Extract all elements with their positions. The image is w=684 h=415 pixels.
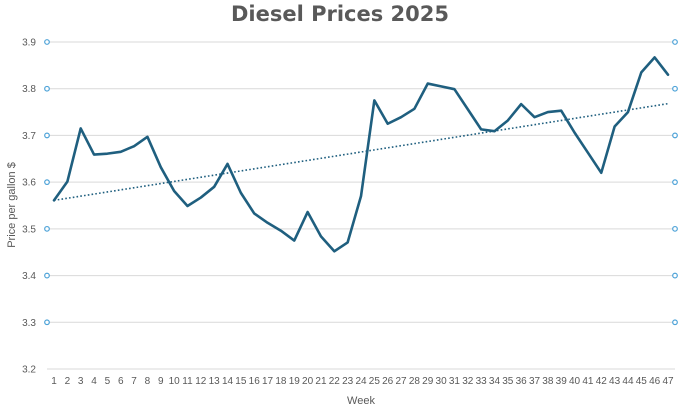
x-tick-label: 40	[569, 376, 581, 387]
x-tick-label: 19	[289, 376, 301, 387]
y-tick-label: 3.8	[22, 84, 36, 95]
x-tick-label: 3	[78, 376, 84, 387]
x-tick-label: 42	[596, 376, 608, 387]
y-tick-label: 3.9	[22, 38, 36, 49]
trendline	[53, 102, 669, 202]
x-axis-ticks: 1 2 3 4 5 6 7 8 9 10 11 12 13 14 15 16 17 18 19 20 21 22 23 24 2…	[51, 376, 674, 387]
y-tick-label: 3.3	[22, 318, 36, 329]
y-axis-marker-left	[44, 179, 50, 186]
trendline-layer	[53, 102, 669, 202]
series-line	[52, 56, 670, 253]
x-tick-label: 6	[118, 376, 124, 387]
y-axis-marker-left	[44, 319, 50, 326]
x-tick-label: 22	[329, 376, 341, 387]
y-axis-marker-right	[672, 319, 678, 326]
x-tick-label: 35	[502, 376, 514, 387]
x-tick-label: 39	[556, 376, 568, 387]
x-tick-label: 29	[422, 376, 434, 387]
x-tick-label: 41	[582, 376, 594, 387]
x-tick-label: 15	[235, 376, 247, 387]
x-tick-label: 13	[209, 376, 221, 387]
y-axis-marker-right	[672, 132, 678, 139]
x-tick-label: 37	[529, 376, 541, 387]
x-axis-label: Week	[347, 395, 375, 407]
x-tick-label: 46	[649, 376, 661, 387]
x-tick-label: 30	[436, 376, 448, 387]
x-tick-label: 45	[636, 376, 648, 387]
y-axis-marker-right	[672, 225, 678, 232]
x-tick-label: 23	[342, 376, 354, 387]
x-tick-label: 43	[609, 376, 621, 387]
chart-title: Diesel Prices 2025	[231, 2, 449, 26]
x-tick-label: 24	[355, 376, 367, 387]
x-tick-label: 18	[275, 376, 287, 387]
x-tick-label: 14	[222, 376, 234, 387]
y-axis-marker-left	[44, 85, 50, 92]
y-axis-marker-left	[44, 272, 50, 279]
x-tick-label: 27	[395, 376, 407, 387]
y-tick-label: 3.7	[22, 131, 36, 142]
x-tick-label: 25	[369, 376, 381, 387]
x-tick-label: 5	[105, 376, 111, 387]
axis-markers	[44, 39, 678, 326]
x-tick-label: 38	[542, 376, 554, 387]
x-tick-label: 4	[91, 376, 97, 387]
y-axis-marker-right	[672, 85, 678, 92]
grid-lines	[47, 41, 675, 370]
x-tick-label: 20	[302, 376, 314, 387]
x-tick-label: 32	[462, 376, 474, 387]
y-tick-label: 3.6	[22, 178, 36, 189]
y-axis-marker-right	[672, 179, 678, 186]
series-layer	[52, 56, 670, 253]
x-tick-label: 8	[145, 376, 151, 387]
x-tick-label: 28	[409, 376, 421, 387]
y-tick-label: 3.5	[22, 224, 36, 235]
y-axis-marker-right	[672, 272, 678, 279]
x-tick-label: 44	[622, 376, 634, 387]
y-axis-ticks: 3.2 3.3 3.4 3.5 3.6 3.7 3.8 3.9	[22, 38, 36, 376]
y-axis-marker-left	[44, 132, 50, 139]
x-tick-label: 47	[662, 376, 674, 387]
x-tick-label: 33	[476, 376, 488, 387]
x-tick-label: 36	[516, 376, 528, 387]
x-tick-label: 1	[51, 376, 57, 387]
y-tick-label: 3.4	[22, 271, 36, 282]
x-tick-label: 21	[315, 376, 327, 387]
y-axis-marker-right	[672, 39, 678, 45]
x-tick-label: 26	[382, 376, 394, 387]
x-tick-label: 16	[249, 376, 261, 387]
x-tick-label: 31	[449, 376, 461, 387]
y-axis-marker-left	[44, 225, 50, 232]
y-axis-label: Price per gallon $	[6, 162, 18, 248]
x-tick-label: 12	[195, 376, 207, 387]
x-tick-label: 7	[131, 376, 137, 387]
y-tick-label: 3.2	[22, 365, 36, 376]
x-tick-label: 11	[182, 376, 193, 387]
x-tick-label: 34	[489, 376, 501, 387]
y-axis-marker-left	[44, 39, 50, 45]
x-tick-label: 10	[169, 376, 181, 387]
x-tick-label: 2	[65, 376, 71, 387]
x-tick-label: 9	[158, 376, 164, 387]
x-tick-label: 17	[262, 376, 274, 387]
